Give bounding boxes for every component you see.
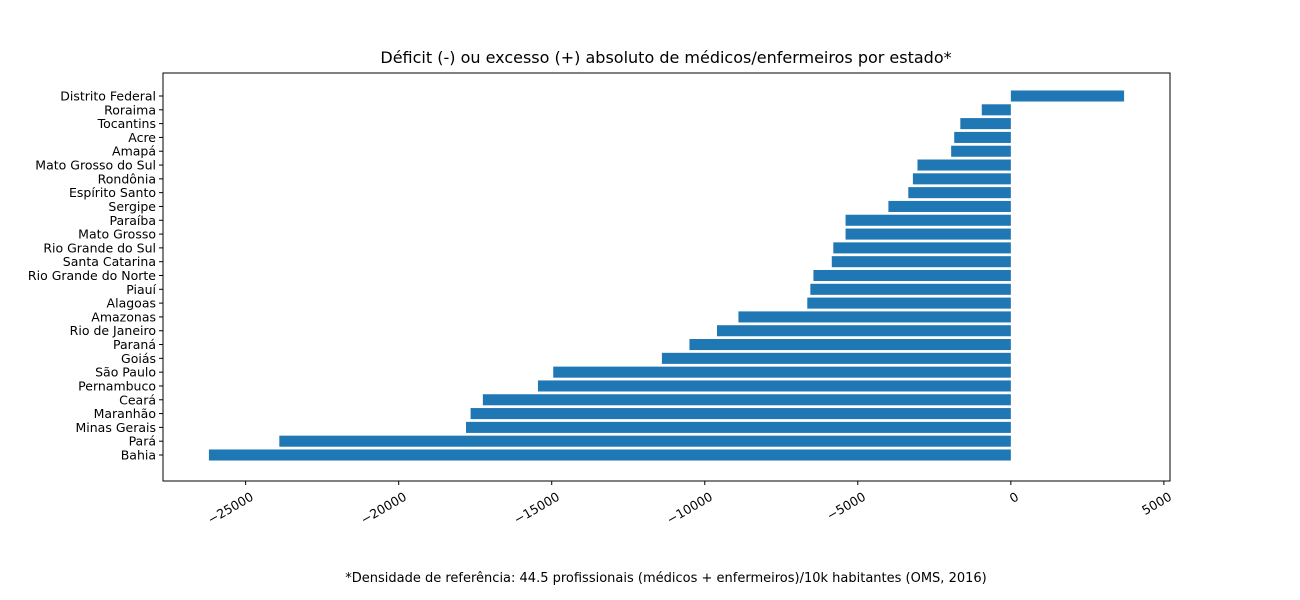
y-tick-label-rio-grande-do-norte: Rio Grande do Norte (28, 268, 156, 283)
bar-parana (689, 339, 1011, 351)
bar-goias (661, 352, 1011, 364)
bar-espirito-santo (908, 187, 1011, 199)
bar-paraiba (845, 214, 1011, 226)
x-tick-label-3: −10000 (664, 489, 715, 527)
bar-piaui (810, 283, 1011, 295)
y-tick-label-para: Pará (129, 434, 156, 449)
bar-roraima (981, 104, 1011, 116)
bar-acre (954, 131, 1011, 143)
bar-alagoas (807, 297, 1011, 309)
bar-rio-grande-do-sul (833, 242, 1011, 254)
y-tick-label-amazonas: Amazonas (91, 309, 156, 324)
x-tick-label-4: −5000 (824, 489, 868, 523)
y-tick-label-rio-de-janeiro: Rio de Janeiro (70, 323, 156, 338)
x-tick-label-5: 0 (1007, 489, 1021, 506)
bar-sergipe (888, 200, 1011, 212)
bar-mato-grosso-do-sul (917, 159, 1011, 171)
x-axis: −25000 −20000 −15000 −10000 −5000 0 5000 (205, 481, 1174, 527)
x-tick-label-2: −15000 (511, 489, 562, 527)
y-tick-label-sergipe: Sergipe (108, 199, 156, 214)
y-tick-label-pernambuco: Pernambuco (78, 378, 156, 393)
y-tick-label-goias: Goiás (121, 351, 156, 366)
x-tick-label-1: −20000 (358, 489, 409, 527)
bars-layer (208, 90, 1125, 461)
y-tick-label-roraima: Roraima (104, 102, 156, 117)
y-tick-label-mato-grosso: Mato Grosso (78, 227, 156, 242)
bar-ceara (482, 394, 1011, 406)
bar-para (279, 435, 1011, 447)
y-tick-label-espirito-santo: Espírito Santo (69, 185, 156, 200)
bar-amazonas (738, 311, 1011, 323)
y-tick-label-piaui: Piauí (126, 282, 156, 297)
y-tick-label-rondonia: Rondônia (98, 171, 156, 186)
bar-bahia (208, 449, 1011, 461)
bar-distrito-federal (1010, 90, 1125, 102)
chart-title: Déficit (-) ou excesso (+) absoluto de m… (380, 48, 951, 67)
y-tick-label-maranhao: Maranhão (94, 406, 156, 421)
bar-mato-grosso (845, 228, 1011, 240)
y-tick-label-ceara: Ceará (119, 392, 156, 407)
plot-frame (162, 72, 1171, 482)
y-tick-label-acre: Acre (128, 130, 156, 145)
bar-amapa (951, 145, 1011, 157)
y-tick-label-mato-grosso-do-sul: Mato Grosso do Sul (35, 158, 156, 173)
y-tick-label-rio-grande-do-sul: Rio Grande do Sul (43, 240, 156, 255)
bar-pernambuco (537, 380, 1011, 392)
y-tick-label-alagoas: Alagoas (107, 296, 156, 311)
bar-maranhao (470, 408, 1011, 420)
y-tick-label-tocantins: Tocantins (97, 116, 156, 131)
y-tick-label-parana: Paraná (113, 337, 156, 352)
y-tick-label-minas-gerais: Minas Gerais (76, 420, 157, 435)
y-tick-label-distrito-federal: Distrito Federal (60, 89, 156, 104)
bar-minas-gerais (466, 421, 1011, 433)
bar-rio-grande-do-norte (813, 269, 1011, 282)
bar-rio-de-janeiro (717, 325, 1011, 337)
bar-rondonia (912, 173, 1011, 185)
bar-tocantins (960, 118, 1011, 130)
y-tick-label-amapa: Amapá (112, 144, 156, 159)
bar-sao-paulo (553, 366, 1011, 378)
y-tick-label-santa-catarina: Santa Catarina (63, 254, 156, 269)
y-tick-label-bahia: Bahia (121, 448, 156, 463)
chart-footnote: *Densidade de referência: 44.5 profissio… (345, 571, 986, 586)
x-tick-label-0: −25000 (205, 489, 256, 527)
bar-santa-catarina (831, 256, 1011, 268)
y-tick-label-paraiba: Paraíba (109, 213, 156, 228)
y-tick-label-sao-paulo: São Paulo (95, 365, 156, 380)
x-tick-label-6: 5000 (1139, 489, 1174, 518)
